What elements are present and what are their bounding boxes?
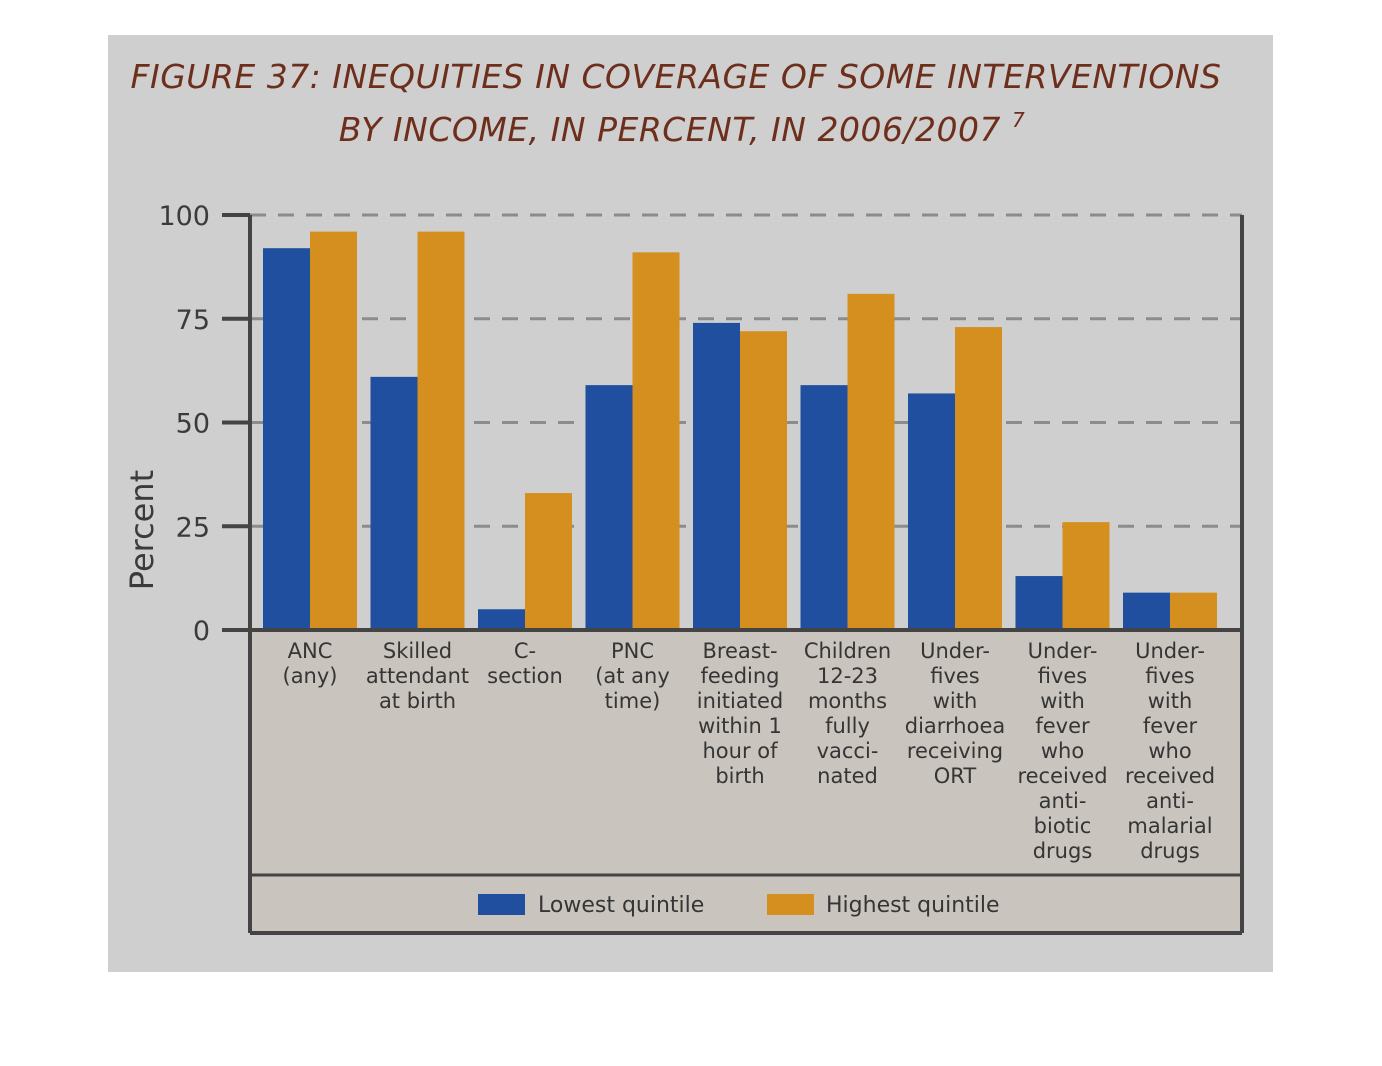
title-line-1: FIGURE 37: INEQUITIES IN COVERAGE OF SOM… [130, 57, 1222, 96]
legend-swatch-highest [767, 894, 814, 915]
bar-highest-quintile [955, 327, 1002, 630]
x-tick-label: who [1148, 739, 1191, 763]
y-tick-label: 25 [176, 512, 210, 543]
x-tick-label: birth [715, 764, 764, 788]
x-tick-label: received [1125, 764, 1215, 788]
x-tick-label: fives [1038, 664, 1088, 688]
bar-highest-quintile [740, 331, 787, 630]
x-tick-label: vacci- [817, 739, 879, 763]
bar-highest-quintile [1170, 592, 1217, 630]
x-tick-label: malarial [1127, 814, 1212, 838]
x-tick-label: (at any [595, 664, 670, 688]
bar-highest-quintile [847, 293, 895, 630]
x-tick-label: C- [514, 639, 536, 663]
x-tick-label: anti- [1146, 789, 1194, 813]
x-tick-label: drugs [1140, 839, 1200, 863]
x-tick-label: fives [1145, 664, 1195, 688]
bar-lowest-quintile [1015, 576, 1063, 630]
x-tick-label: 12-23 [817, 664, 878, 688]
x-tick-label: at birth [379, 689, 456, 713]
y-tick-label: 50 [176, 409, 210, 440]
x-tick-label: fever [1143, 714, 1198, 738]
x-tick-label: hour of [702, 739, 778, 763]
bar-highest-quintile [525, 493, 572, 630]
category-label-area [250, 630, 1242, 875]
x-tick-label: (any) [283, 664, 338, 688]
x-tick-label: with [933, 689, 978, 713]
bar-highest-quintile [417, 231, 465, 630]
x-tick-label: drugs [1033, 839, 1093, 863]
x-tick-label: with [1040, 689, 1085, 713]
x-tick-label: section [487, 664, 563, 688]
bar-lowest-quintile [800, 385, 848, 630]
x-tick-label: diarrhoea [905, 714, 1006, 738]
x-tick-label: time) [605, 689, 661, 713]
bar-lowest-quintile [478, 609, 525, 630]
bar-lowest-quintile [1123, 592, 1170, 630]
y-axis-label: Percent [123, 470, 161, 590]
legend-area [250, 875, 1242, 933]
legend-swatch-lowest [478, 894, 525, 915]
x-tick-label: Breast- [702, 639, 777, 663]
y-tick-label: 0 [193, 616, 210, 647]
y-tick-label: 75 [176, 305, 210, 336]
x-tick-label: feeding [700, 664, 779, 688]
x-tick-label: receiving [907, 739, 1003, 763]
x-tick-label: with [1148, 689, 1193, 713]
x-tick-label: ANC [288, 639, 333, 663]
x-tick-label: PNC [611, 639, 654, 663]
x-tick-label: received [1017, 764, 1107, 788]
title-superscript: 7 [1012, 108, 1026, 132]
title-line-2-text: BY INCOME, IN PERCENT, IN 2006/2007 [338, 110, 1002, 149]
x-tick-label: biotic [1034, 814, 1092, 838]
x-tick-label: who [1041, 739, 1084, 763]
x-tick-label: fever [1035, 714, 1090, 738]
bar-lowest-quintile [585, 385, 633, 630]
legend-label-highest: Highest quintile [826, 893, 1000, 918]
x-tick-label: months [808, 689, 887, 713]
x-tick-label: Under- [1135, 639, 1205, 663]
legend-label-lowest: Lowest quintile [538, 893, 704, 918]
x-tick-label: ORT [934, 764, 977, 788]
x-tick-label: initiated [697, 689, 783, 713]
bar-highest-quintile [632, 252, 680, 630]
bar-lowest-quintile [908, 393, 955, 630]
bar-highest-quintile [1062, 522, 1110, 630]
y-tick-label: 100 [158, 201, 210, 232]
x-tick-label: within 1 [698, 714, 782, 738]
bar-lowest-quintile [693, 322, 740, 630]
x-tick-label: nated [817, 764, 878, 788]
bar-lowest-quintile [263, 248, 310, 630]
x-tick-label: Skilled [383, 639, 452, 663]
x-tick-label: anti- [1039, 789, 1087, 813]
x-tick-label: Children [804, 639, 891, 663]
bar-highest-quintile [310, 231, 357, 630]
x-tick-label: attendant [366, 664, 469, 688]
bar-lowest-quintile [370, 376, 418, 630]
x-tick-label: Under- [920, 639, 990, 663]
x-tick-label: fully [825, 714, 870, 738]
x-tick-label: Under- [1028, 639, 1098, 663]
x-tick-label: fives [930, 664, 980, 688]
title-line-2: BY INCOME, IN PERCENT, IN 2006/2007 7 [0, 108, 1364, 149]
